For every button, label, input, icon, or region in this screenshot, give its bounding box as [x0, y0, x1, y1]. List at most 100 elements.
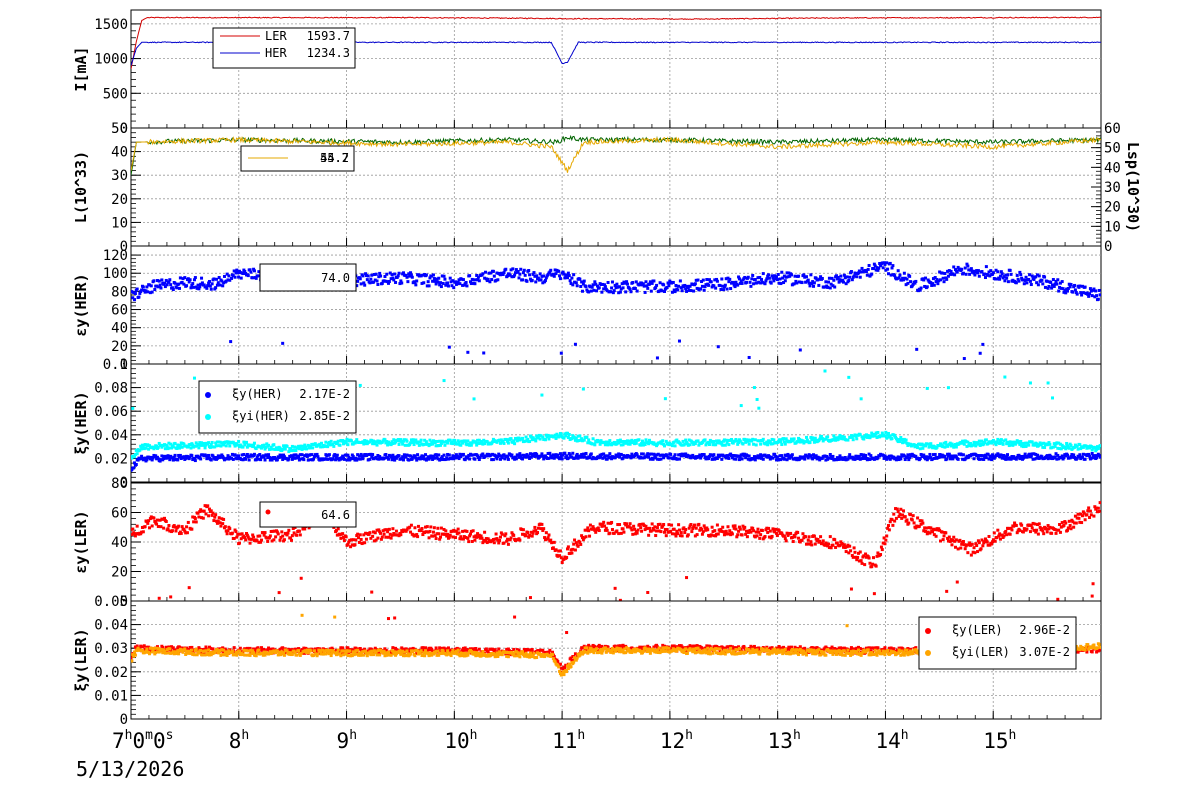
- data-point: [1009, 272, 1013, 276]
- data-point: [433, 441, 437, 445]
- data-point: [761, 272, 765, 276]
- data-point: [837, 435, 841, 439]
- data-point: [934, 534, 938, 538]
- data-point: [182, 282, 186, 286]
- data-point: [532, 271, 536, 275]
- data-point: [441, 532, 445, 536]
- data-point: [740, 457, 744, 461]
- data-point: [981, 544, 985, 548]
- data-point: [1030, 440, 1034, 444]
- data-point: [213, 515, 217, 519]
- data-point: [966, 551, 970, 555]
- data-point: [370, 590, 374, 594]
- data-point: [375, 279, 379, 283]
- data-point: [541, 528, 545, 532]
- data-point: [236, 271, 240, 275]
- data-point: [200, 281, 204, 285]
- data-point: [724, 456, 728, 460]
- data-point: [890, 266, 894, 270]
- data-point: [140, 447, 144, 451]
- data-point: [808, 284, 812, 288]
- data-point: [392, 278, 396, 282]
- data-point: [618, 598, 622, 601]
- data-point: [159, 525, 163, 529]
- data-point: [434, 282, 438, 286]
- data-point: [938, 444, 942, 448]
- data-point: [437, 453, 441, 457]
- data-point: [827, 276, 831, 280]
- data-point: [390, 440, 394, 444]
- data-point: [135, 452, 139, 456]
- data-point: [753, 535, 757, 539]
- data-point: [519, 454, 523, 458]
- data-point: [700, 527, 704, 531]
- data-point: [257, 540, 261, 544]
- data-point: [956, 547, 960, 551]
- data-point: [495, 537, 499, 541]
- data-point: [386, 457, 390, 461]
- data-point: [725, 454, 729, 458]
- data-point: [1040, 527, 1044, 531]
- data-point: [691, 282, 695, 286]
- data-point: [451, 442, 455, 446]
- data-point: [899, 507, 903, 511]
- data-point: [782, 437, 786, 441]
- data-point: [765, 526, 769, 530]
- data-point: [355, 458, 359, 462]
- data-point: [460, 277, 464, 281]
- data-point: [661, 524, 665, 528]
- data-point: [632, 524, 636, 528]
- data-point: [197, 446, 201, 450]
- data-point: [412, 443, 416, 447]
- data-point: [631, 281, 635, 285]
- data-point: [761, 457, 765, 461]
- data-point: [755, 281, 759, 285]
- data-point: [575, 284, 579, 288]
- data-point: [429, 454, 433, 458]
- data-point: [618, 455, 622, 459]
- data-point: [856, 555, 860, 559]
- data-point: [495, 457, 499, 461]
- data-point: [427, 444, 431, 448]
- data-point: [476, 532, 480, 536]
- data-point: [559, 351, 563, 355]
- data-point: [976, 539, 980, 543]
- data-point: [893, 274, 897, 278]
- data-point: [501, 272, 505, 276]
- data-point: [767, 526, 771, 530]
- data-point: [641, 452, 645, 456]
- data-point: [365, 453, 369, 457]
- data-point: [1081, 291, 1085, 295]
- data-point: [411, 438, 415, 442]
- y-tick-label: 120: [103, 248, 128, 264]
- data-point: [447, 345, 451, 349]
- data-point: [678, 279, 682, 283]
- data-point: [797, 274, 801, 278]
- data-point: [410, 275, 414, 279]
- data-point: [131, 527, 135, 531]
- data-point: [920, 519, 924, 523]
- data-point: [858, 550, 862, 554]
- data-point: [707, 278, 711, 282]
- data-point: [204, 454, 208, 458]
- data-point: [906, 443, 910, 447]
- data-point: [1068, 285, 1072, 289]
- data-point: [425, 284, 429, 288]
- data-point: [498, 454, 502, 458]
- data-point: [1015, 455, 1019, 459]
- data-point: [986, 543, 990, 547]
- data-point: [644, 455, 648, 459]
- data-point: [722, 530, 726, 534]
- data-point: [157, 279, 161, 283]
- data-point: [715, 523, 719, 527]
- data-point: [810, 282, 814, 286]
- data-point: [673, 444, 677, 448]
- data-point: [976, 550, 980, 554]
- data-point: [409, 530, 413, 534]
- data-point: [1011, 443, 1015, 447]
- y-tick-label: 0: [120, 594, 128, 610]
- data-point: [565, 556, 569, 560]
- data-point: [836, 437, 840, 441]
- data-point: [600, 524, 604, 528]
- data-point: [209, 509, 213, 513]
